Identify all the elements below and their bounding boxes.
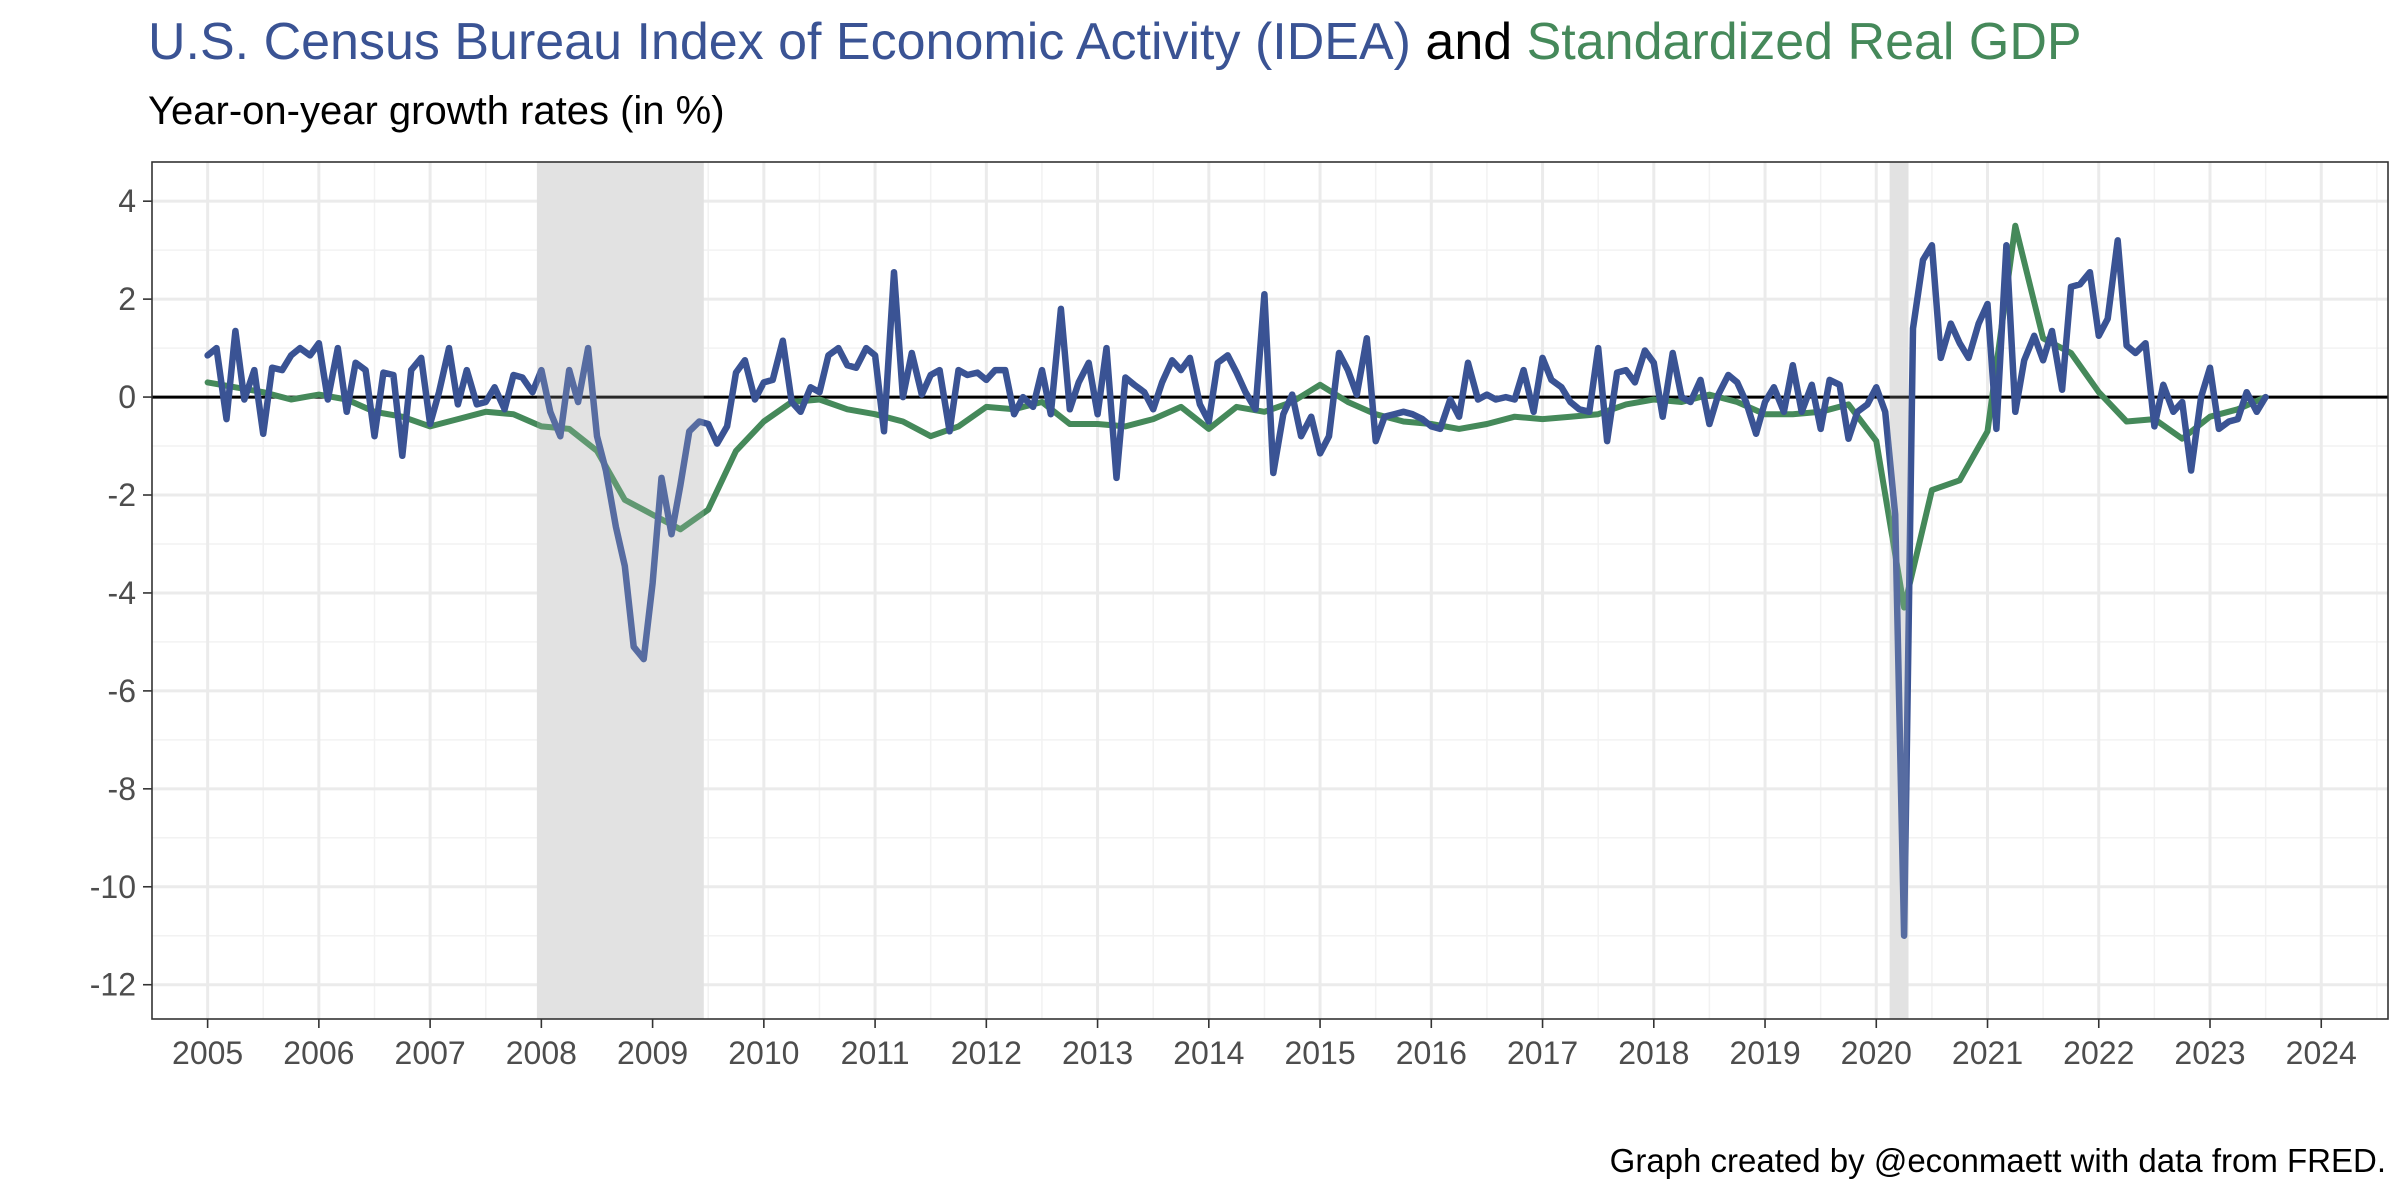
x-tick-label: 2016 — [1396, 1035, 1467, 1071]
y-tick-label: 0 — [118, 379, 136, 415]
recession-bands — [536, 162, 1909, 1019]
plot-border — [151, 161, 2389, 1020]
y-tick-label: -2 — [108, 477, 136, 513]
chart-subtitle: Year-on-year growth rates (in %) — [148, 89, 725, 133]
x-tick-label: 2023 — [2174, 1035, 2245, 1071]
y-tick-label: -10 — [90, 869, 136, 905]
x-tick-label: 2008 — [506, 1035, 577, 1071]
x-tick-label: 2006 — [283, 1035, 354, 1071]
y-tick-label: 2 — [118, 281, 136, 317]
x-tick-label: 2010 — [728, 1035, 799, 1071]
x-tick-label: 2013 — [1062, 1035, 1133, 1071]
y-tick-label: -12 — [90, 967, 136, 1003]
y-tick-label: -4 — [108, 575, 136, 611]
y-tick-label: -6 — [108, 673, 136, 709]
x-tick-label: 2009 — [617, 1035, 688, 1071]
x-tick-label: 2011 — [841, 1035, 910, 1071]
recession-band — [536, 162, 704, 1019]
chart-title: U.S. Census Bureau Index of Economic Act… — [148, 10, 2082, 74]
series-line-gdp — [204, 222, 2269, 611]
x-tick-label: 2024 — [2286, 1035, 2357, 1071]
title-gdp: Standardized Real GDP — [1526, 13, 2082, 71]
x-tick-label: 2012 — [951, 1035, 1022, 1071]
recession-overlay — [536, 162, 1909, 1019]
x-tick-label: 2020 — [1841, 1035, 1912, 1071]
x-tick-label: 2018 — [1618, 1035, 1689, 1071]
plot-panel — [152, 162, 2388, 1019]
title-idea: U.S. Census Bureau Index of Economic Act… — [148, 13, 1411, 71]
x-tick-label: 2014 — [1173, 1035, 1244, 1071]
y-tick-label: 4 — [118, 183, 136, 219]
recession-band-overlay — [1889, 162, 1909, 1019]
x-tick-label: 2015 — [1284, 1035, 1355, 1071]
title-and: and — [1410, 13, 1527, 71]
recession-band-overlay — [536, 162, 704, 1019]
chart-caption: Graph created by @econmaett with data fr… — [1609, 1142, 2386, 1179]
x-tick-label: 2019 — [1729, 1035, 1800, 1071]
y-axis: 4 2 0 -2 -4 -6 -8 -10 -12 — [90, 183, 152, 1003]
x-tick-label: 2005 — [172, 1035, 243, 1071]
x-axis: 2005 2006 2007 2008 2009 2010 2011 2012 2013 2014… — [172, 1019, 2357, 1071]
x-tick-label: 2022 — [2063, 1035, 2134, 1071]
series-line-idea — [204, 237, 2269, 939]
y-tick-label: -8 — [108, 771, 136, 807]
x-tick-label: 2021 — [1952, 1035, 2023, 1071]
x-tick-label: 2017 — [1507, 1035, 1578, 1071]
minor-gridlines — [152, 162, 2388, 1019]
x-tick-label: 2007 — [395, 1035, 466, 1071]
